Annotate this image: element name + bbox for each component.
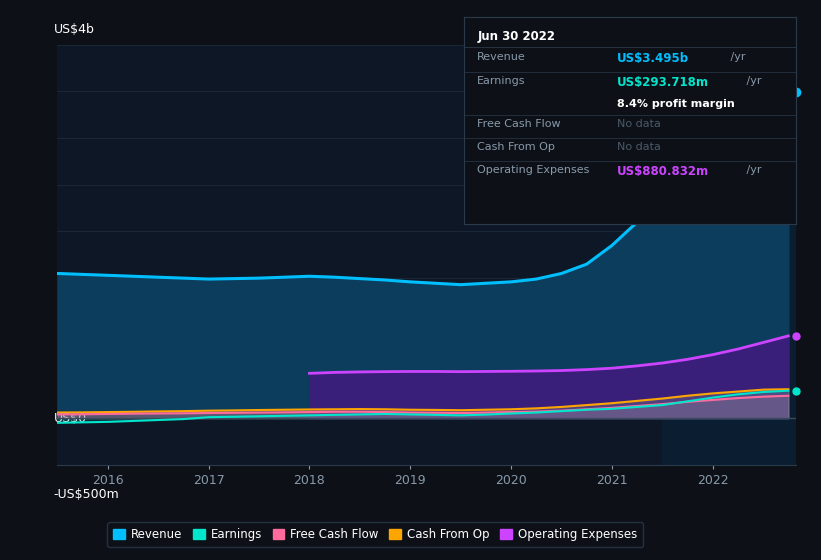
Text: /yr: /yr xyxy=(727,52,745,62)
Text: Cash From Op: Cash From Op xyxy=(477,142,555,152)
Text: Operating Expenses: Operating Expenses xyxy=(477,165,589,175)
Text: No data: No data xyxy=(617,119,661,129)
Legend: Revenue, Earnings, Free Cash Flow, Cash From Op, Operating Expenses: Revenue, Earnings, Free Cash Flow, Cash … xyxy=(108,522,643,547)
Text: Free Cash Flow: Free Cash Flow xyxy=(477,119,561,129)
Text: US$880.832m: US$880.832m xyxy=(617,165,709,178)
Text: /yr: /yr xyxy=(743,165,762,175)
Text: Revenue: Revenue xyxy=(477,52,526,62)
Bar xyxy=(663,45,796,465)
Text: Earnings: Earnings xyxy=(477,76,525,86)
Text: Jun 30 2022: Jun 30 2022 xyxy=(477,30,555,43)
Text: -US$500m: -US$500m xyxy=(54,488,120,501)
Text: No data: No data xyxy=(617,142,661,152)
Text: US$293.718m: US$293.718m xyxy=(617,76,709,89)
Text: /yr: /yr xyxy=(743,76,762,86)
Text: US$4b: US$4b xyxy=(54,24,94,36)
Text: 8.4% profit margin: 8.4% profit margin xyxy=(617,99,735,109)
Text: US$0: US$0 xyxy=(54,412,87,424)
Text: US$3.495b: US$3.495b xyxy=(617,52,689,65)
